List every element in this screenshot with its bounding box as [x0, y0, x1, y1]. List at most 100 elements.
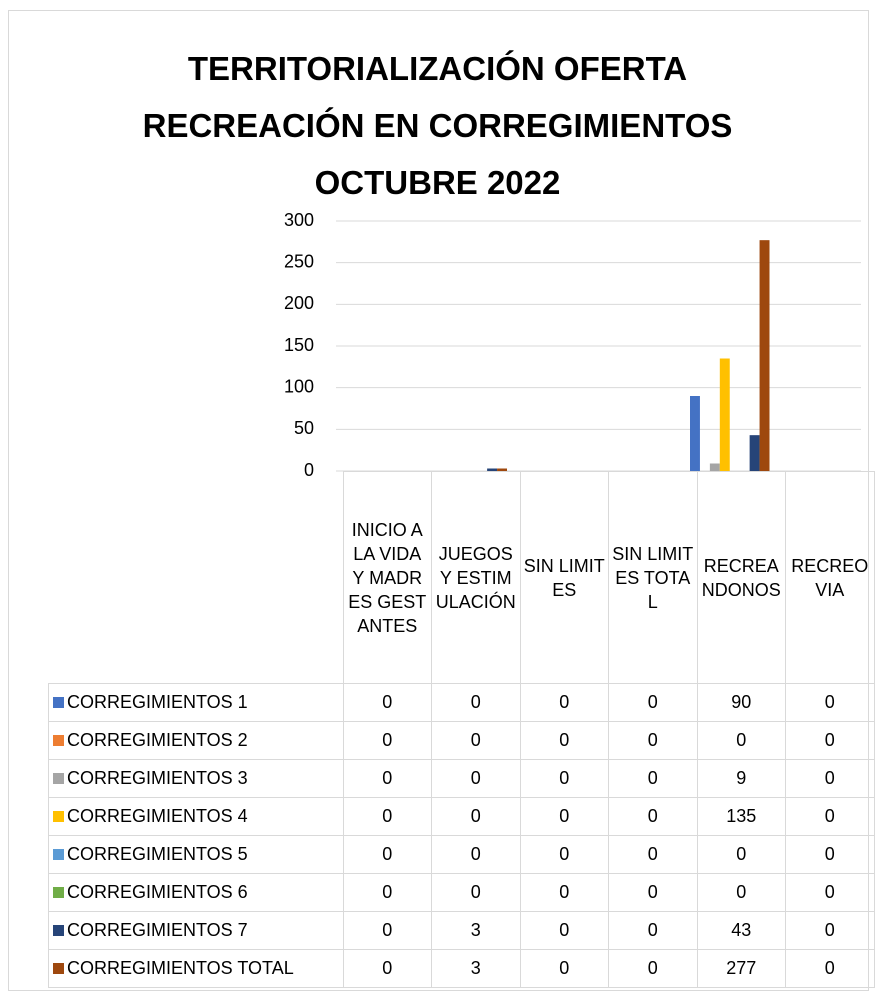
legend-cell: CORREGIMIENTOS 5	[48, 835, 344, 874]
data-label: 0	[608, 949, 698, 988]
table-row: CORREGIMIENTOS 4 0 0 0 0 135 0	[48, 797, 875, 836]
legend-cell: CORREGIMIENTOS 7	[48, 911, 344, 950]
data-label: 0	[785, 759, 875, 798]
legend-cell: CORREGIMIENTOS 6	[48, 873, 344, 912]
legend-cell: CORREGIMIENTOS 2	[48, 721, 344, 760]
table-row: CORREGIMIENTOS TOTAL 0 3 0 0 277 0	[48, 949, 875, 988]
data-label: 0	[342, 721, 432, 760]
x-tick-label: SIN LIMITES TOTAL	[608, 471, 698, 684]
data-label: 0	[785, 949, 875, 988]
data-label: 0	[431, 835, 521, 874]
corner-cell	[49, 472, 344, 684]
data-label: 0	[431, 759, 521, 798]
data-label: 0	[608, 873, 698, 912]
legend-label: CORREGIMIENTOS 3	[67, 768, 248, 788]
y-tick-label: 0	[304, 460, 314, 480]
data-label: 0	[431, 797, 521, 836]
legend-key	[53, 925, 64, 936]
data-label: 0	[519, 873, 609, 912]
data-label: 0	[785, 835, 875, 874]
table-row: CORREGIMIENTOS 7 0 3 0 0 43 0	[48, 911, 875, 950]
data-label: 90	[696, 683, 786, 722]
x-tick-label: INICIO A LA VIDA Y MADRES GESTANTES	[342, 471, 432, 684]
data-table: INICIO A LA VIDA Y MADRES GESTANTES JUEGO…	[48, 471, 875, 988]
data-label: 0	[696, 721, 786, 760]
data-label: 0	[785, 721, 875, 760]
data-label: 135	[696, 797, 786, 836]
data-label: 0	[608, 759, 698, 798]
data-label: 0	[342, 949, 432, 988]
legend-key	[53, 963, 64, 974]
legend-key	[53, 849, 64, 860]
data-label: 0	[519, 721, 609, 760]
data-label: 0	[608, 721, 698, 760]
legend-key	[53, 887, 64, 898]
bar	[487, 468, 498, 471]
legend-label: CORREGIMIENTOS 2	[67, 730, 248, 750]
data-label: 0	[431, 721, 521, 760]
data-label: 3	[431, 949, 521, 988]
data-label: 9	[696, 759, 786, 798]
header-row: INICIO A LA VIDA Y MADRES GESTANTES JUEGO…	[49, 471, 875, 684]
bar	[749, 435, 760, 471]
x-tick-label: JUEGOS Y ESTIMULACIÓN	[431, 471, 521, 684]
data-label: 0	[696, 873, 786, 912]
bar	[690, 396, 700, 471]
data-label: 0	[608, 911, 698, 950]
data-label: 0	[519, 797, 609, 836]
data-label: 0	[785, 873, 875, 912]
x-tick-label: RECREOVIA	[785, 471, 875, 684]
y-tick-label: 300	[284, 210, 314, 230]
data-label: 0	[342, 683, 432, 722]
data-label: 0	[342, 759, 432, 798]
y-tick-label: 100	[284, 376, 314, 396]
data-label: 277	[696, 949, 786, 988]
legend-label: CORREGIMIENTOS 4	[67, 806, 248, 826]
bar	[719, 358, 730, 471]
bar	[497, 468, 507, 471]
legend-key	[53, 697, 64, 708]
legend-key	[53, 811, 64, 822]
data-label: 3	[431, 911, 521, 950]
data-label: 0	[342, 873, 432, 912]
legend-label: CORREGIMIENTOS 1	[67, 692, 248, 712]
table-row: CORREGIMIENTOS 1 0 0 0 0 90 0	[48, 683, 875, 722]
data-label: 43	[696, 911, 786, 950]
legend-cell: CORREGIMIENTOS 1	[48, 683, 344, 722]
data-label: 0	[608, 797, 698, 836]
legend-cell: CORREGIMIENTOS 4	[48, 797, 344, 836]
bar	[759, 240, 770, 471]
data-label: 0	[342, 797, 432, 836]
x-tick-label: RECREANDONOS	[696, 471, 786, 684]
legend-key	[53, 773, 64, 784]
y-tick-label: 150	[284, 335, 314, 355]
legend-cell: CORREGIMIENTOS 3	[48, 759, 344, 798]
data-label: 0	[519, 911, 609, 950]
data-label: 0	[342, 911, 432, 950]
data-label: 0	[519, 949, 609, 988]
data-label: 0	[785, 911, 875, 950]
legend-label: CORREGIMIENTOS TOTAL	[67, 958, 294, 978]
y-tick-label: 250	[284, 251, 314, 271]
legend-label: CORREGIMIENTOS 6	[67, 882, 248, 902]
data-label: 0	[519, 683, 609, 722]
data-label: 0	[431, 683, 521, 722]
data-label: 0	[696, 835, 786, 874]
data-label: 0	[608, 683, 698, 722]
legend-label: CORREGIMIENTOS 5	[67, 844, 248, 864]
data-label: 0	[608, 835, 698, 874]
data-label: 0	[519, 759, 609, 798]
legend-cell: CORREGIMIENTOS TOTAL	[48, 949, 344, 988]
bar	[709, 463, 720, 471]
x-tick-label: SIN LIMITES	[519, 471, 609, 684]
data-label: 0	[342, 835, 432, 874]
data-label: 0	[431, 873, 521, 912]
legend-label: CORREGIMIENTOS 7	[67, 920, 248, 940]
data-label: 0	[785, 683, 875, 722]
y-tick-label: 50	[294, 418, 314, 438]
